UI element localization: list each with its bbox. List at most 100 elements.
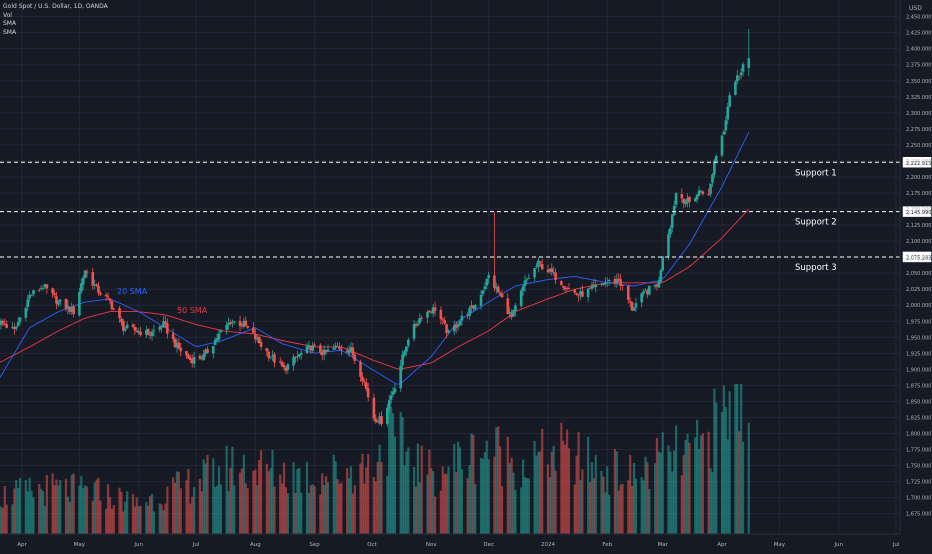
volume-bar <box>172 477 174 534</box>
volume-bar <box>683 455 685 534</box>
volume-bar <box>600 471 602 534</box>
candle-body <box>457 325 460 327</box>
candle-body <box>434 307 437 310</box>
candle-body <box>577 295 580 296</box>
volume-bar <box>145 502 147 534</box>
indicator-sma-2[interactable]: SMA <box>3 29 108 38</box>
volume-bar <box>218 466 220 534</box>
volume-bar <box>338 484 340 534</box>
volume-bar <box>593 479 595 534</box>
candle-body <box>619 279 622 286</box>
volume-bar <box>602 477 604 534</box>
candle-body <box>72 307 75 315</box>
candle-body <box>533 268 536 277</box>
candle-body <box>497 287 500 293</box>
candle-body <box>107 296 110 297</box>
volume-bar <box>646 462 648 534</box>
candle-body <box>338 347 341 349</box>
candle-body <box>267 352 270 358</box>
volume-bar <box>444 474 446 534</box>
candle-body <box>522 286 525 291</box>
volume-bar <box>111 509 113 534</box>
volume-bar <box>231 447 233 534</box>
candle-body <box>118 308 121 318</box>
volume-bar <box>467 478 469 534</box>
volume-bar <box>327 482 329 534</box>
volume-bar <box>363 484 365 534</box>
candle-body <box>375 419 378 422</box>
volume-bar <box>740 384 742 534</box>
volume-bar <box>283 463 285 534</box>
price-tick-label: 2,100.000 <box>906 239 931 245</box>
candle-body <box>417 324 420 326</box>
volume-bar <box>95 480 97 534</box>
volume-bar <box>486 441 488 534</box>
candle-body <box>53 293 56 295</box>
candle-body <box>659 270 662 281</box>
volume-bar <box>533 441 535 534</box>
candle-body <box>287 364 290 370</box>
candle-body <box>560 281 563 285</box>
candle-body <box>711 174 714 182</box>
candle-body <box>568 288 571 289</box>
candle-body <box>487 275 490 278</box>
volume-bar <box>241 469 243 534</box>
candle-body <box>441 319 444 320</box>
volume-bar <box>122 511 124 534</box>
candle-body <box>363 382 366 383</box>
volume-bar <box>702 433 704 534</box>
candle-body <box>485 279 488 286</box>
volume-bar <box>713 389 715 534</box>
volume-bar <box>118 488 120 534</box>
candle-body <box>550 268 553 272</box>
candle-body <box>109 298 112 300</box>
volume-bar <box>258 460 260 534</box>
candle-body <box>97 286 100 293</box>
volume-bar <box>270 468 272 534</box>
candle-body <box>80 283 83 291</box>
candle-body <box>179 348 182 352</box>
volume-bar <box>73 474 75 534</box>
candle-body <box>266 348 269 351</box>
symbol-title: Gold Spot / U.S. Dollar, 1D, OANDA <box>3 3 108 12</box>
candle-body <box>95 284 98 286</box>
volume-bar <box>642 480 644 534</box>
candle-body <box>484 287 487 290</box>
volume-bar <box>468 465 470 534</box>
volume-bar <box>729 391 731 534</box>
volume-bar <box>151 494 153 534</box>
volume-bar <box>294 493 296 534</box>
volume-bar <box>421 446 423 534</box>
indicator-vol[interactable]: Vol <box>3 12 108 21</box>
candle-body <box>514 305 517 311</box>
volume-bar <box>57 485 59 534</box>
volume-bar <box>419 482 421 534</box>
volume-bar <box>711 472 713 534</box>
candle-body <box>134 327 137 330</box>
candle-body <box>113 309 116 310</box>
candle-body <box>608 280 611 281</box>
price-tick-label: 2,075.000 <box>906 255 931 261</box>
volume-bar <box>201 491 203 534</box>
volume-bar <box>314 486 316 534</box>
volume-bar <box>474 484 476 534</box>
chart-legend: Gold Spot / U.S. Dollar, 1D, OANDA Vol S… <box>3 3 108 37</box>
volume-bar <box>549 477 551 534</box>
volume-bar <box>78 486 80 534</box>
volume-bar <box>352 494 354 534</box>
price-tick-label: 1,775.000 <box>906 448 931 454</box>
candle-body <box>246 326 249 328</box>
volume-bar <box>42 491 44 534</box>
indicator-sma-1[interactable]: SMA <box>3 20 108 29</box>
volume-bar <box>727 439 729 534</box>
candle-body <box>594 285 597 287</box>
volume-bar <box>520 487 522 534</box>
volume-bar <box>667 445 669 534</box>
volume-bar <box>205 463 207 534</box>
candle-body <box>365 383 368 389</box>
volume-bar <box>484 452 486 534</box>
price-tick-label: 1,675.000 <box>906 512 931 518</box>
volume-bar <box>608 495 610 534</box>
